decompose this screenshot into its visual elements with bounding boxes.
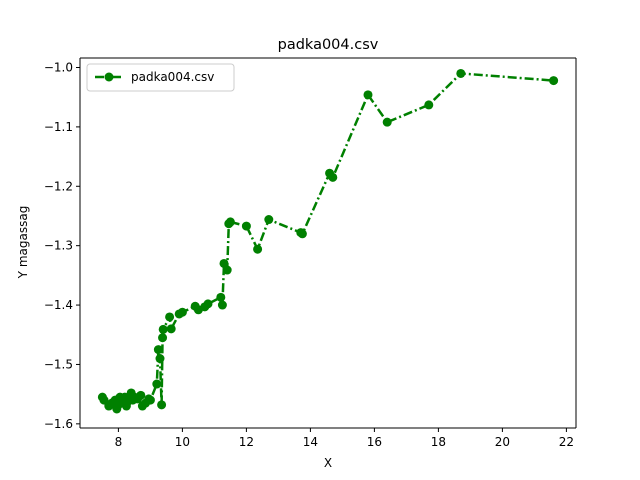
data-point [153,345,163,355]
data-point [222,265,232,275]
y-tick-label: −1.3 [44,239,73,253]
data-point [264,215,274,225]
x-tick-label: 16 [367,435,382,449]
data-point [456,68,466,78]
data-point [216,292,226,302]
y-tick-label: −1.5 [44,357,73,371]
plot-background [80,58,576,428]
data-point [158,333,168,343]
y-tick-label: −1.1 [44,120,73,134]
data-point [157,400,167,410]
x-tick-label: 12 [239,435,254,449]
chart-title: padka004.csv [278,37,379,53]
data-point [166,324,176,334]
legend: padka004.csv [86,63,235,92]
legend-label: padka004.csv [131,70,214,84]
legend-marker [104,72,114,82]
data-point [165,312,175,322]
data-point [136,390,146,400]
series-layer [97,68,559,414]
x-tick-label: 10 [175,435,190,449]
data-point [363,90,373,100]
data-point [145,395,155,405]
data-point [225,217,235,227]
y-tick-label: −1.6 [44,417,73,431]
x-axis-label: X [324,456,332,470]
y-tick-label: −1.2 [44,179,73,193]
y-tick-label: −1.0 [44,61,73,75]
data-point [203,299,213,309]
data-point [328,172,338,182]
data-point [253,244,263,254]
data-point [241,221,251,231]
y-axis-label: Y magassag [16,206,30,280]
legend-frame [86,63,235,92]
axes-layer: 8 10 12 14 16 18 20 22 −1.6 −1.5 −1.4 −1.3 −1.2 −1.1 −… [44,57,577,449]
x-tick-label: 22 [559,435,574,449]
x-tick-label: 18 [431,435,446,449]
x-tick-label: 14 [303,435,318,449]
data-point [549,76,559,86]
y-tick-label: −1.4 [44,298,73,312]
data-point [297,229,307,239]
data-point [155,354,165,364]
data-point [158,324,168,334]
plot-area [80,58,576,428]
data-point [382,117,392,127]
data-point [152,379,162,389]
data-point [424,100,434,110]
x-tick-label: 8 [115,435,123,449]
data-point [177,307,187,317]
x-tick-label: 20 [495,435,510,449]
data-point [217,300,227,310]
